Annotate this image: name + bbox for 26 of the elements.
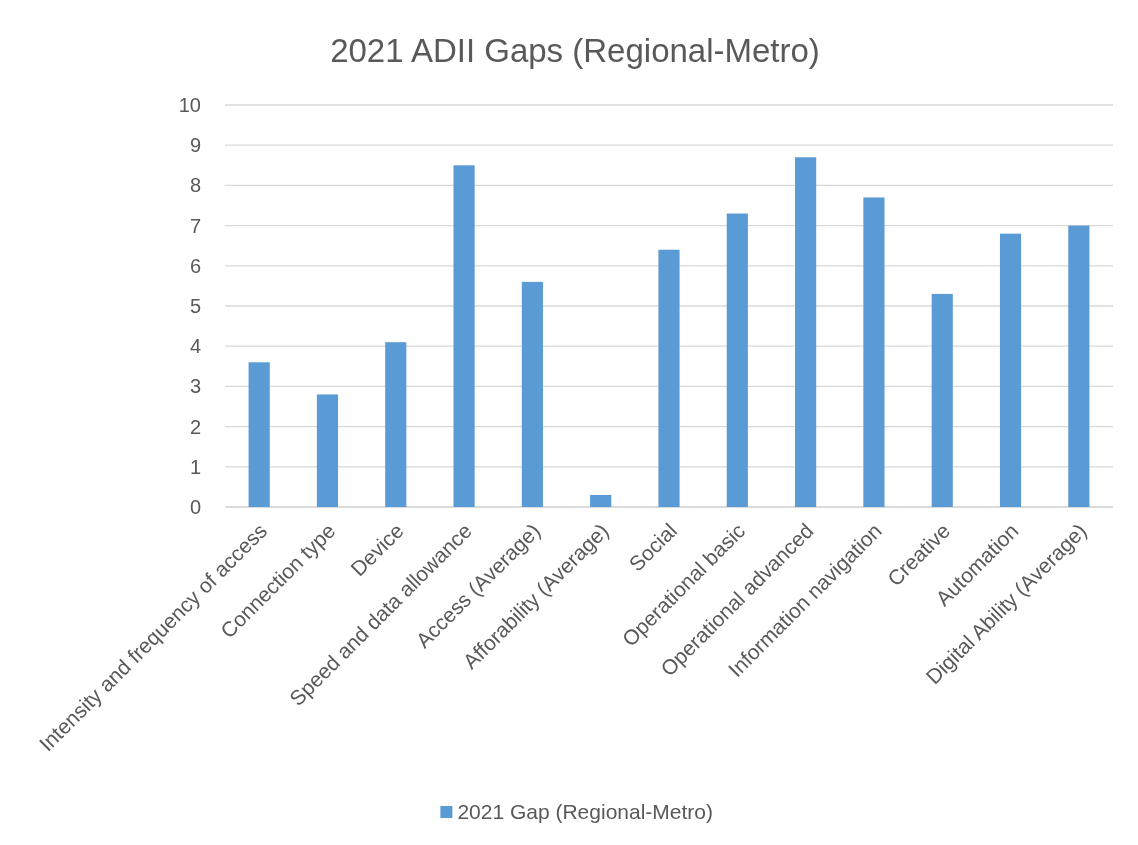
bar	[453, 165, 475, 507]
y-tick-label: 6	[189, 254, 201, 277]
bar	[590, 494, 612, 507]
y-tick-label: 9	[189, 134, 201, 157]
bar	[726, 213, 748, 507]
bar	[863, 197, 885, 507]
y-tick-label: 10	[178, 94, 201, 116]
y-tick-label: 2	[189, 415, 201, 438]
legend-label: 2021 Gap (Regional-Metro)	[457, 800, 714, 824]
bar	[316, 394, 339, 507]
y-tick-label: 7	[189, 214, 201, 237]
chart-title: 2021 ADII Gaps (Regional-Metro)	[330, 31, 820, 69]
bar	[931, 293, 953, 507]
y-tick-label: 8	[189, 174, 201, 197]
bar	[248, 362, 270, 507]
y-tick-label: 3	[189, 375, 201, 398]
bar	[385, 342, 407, 507]
y-tick-label: 5	[189, 295, 201, 317]
y-tick-label: 0	[189, 496, 201, 518]
y-tick-label: 1	[189, 455, 201, 478]
bar	[999, 233, 1022, 507]
bar	[1068, 225, 1090, 507]
bar	[521, 281, 543, 507]
y-tick-label: 4	[189, 335, 201, 358]
bar	[795, 157, 817, 507]
bar	[658, 249, 680, 507]
